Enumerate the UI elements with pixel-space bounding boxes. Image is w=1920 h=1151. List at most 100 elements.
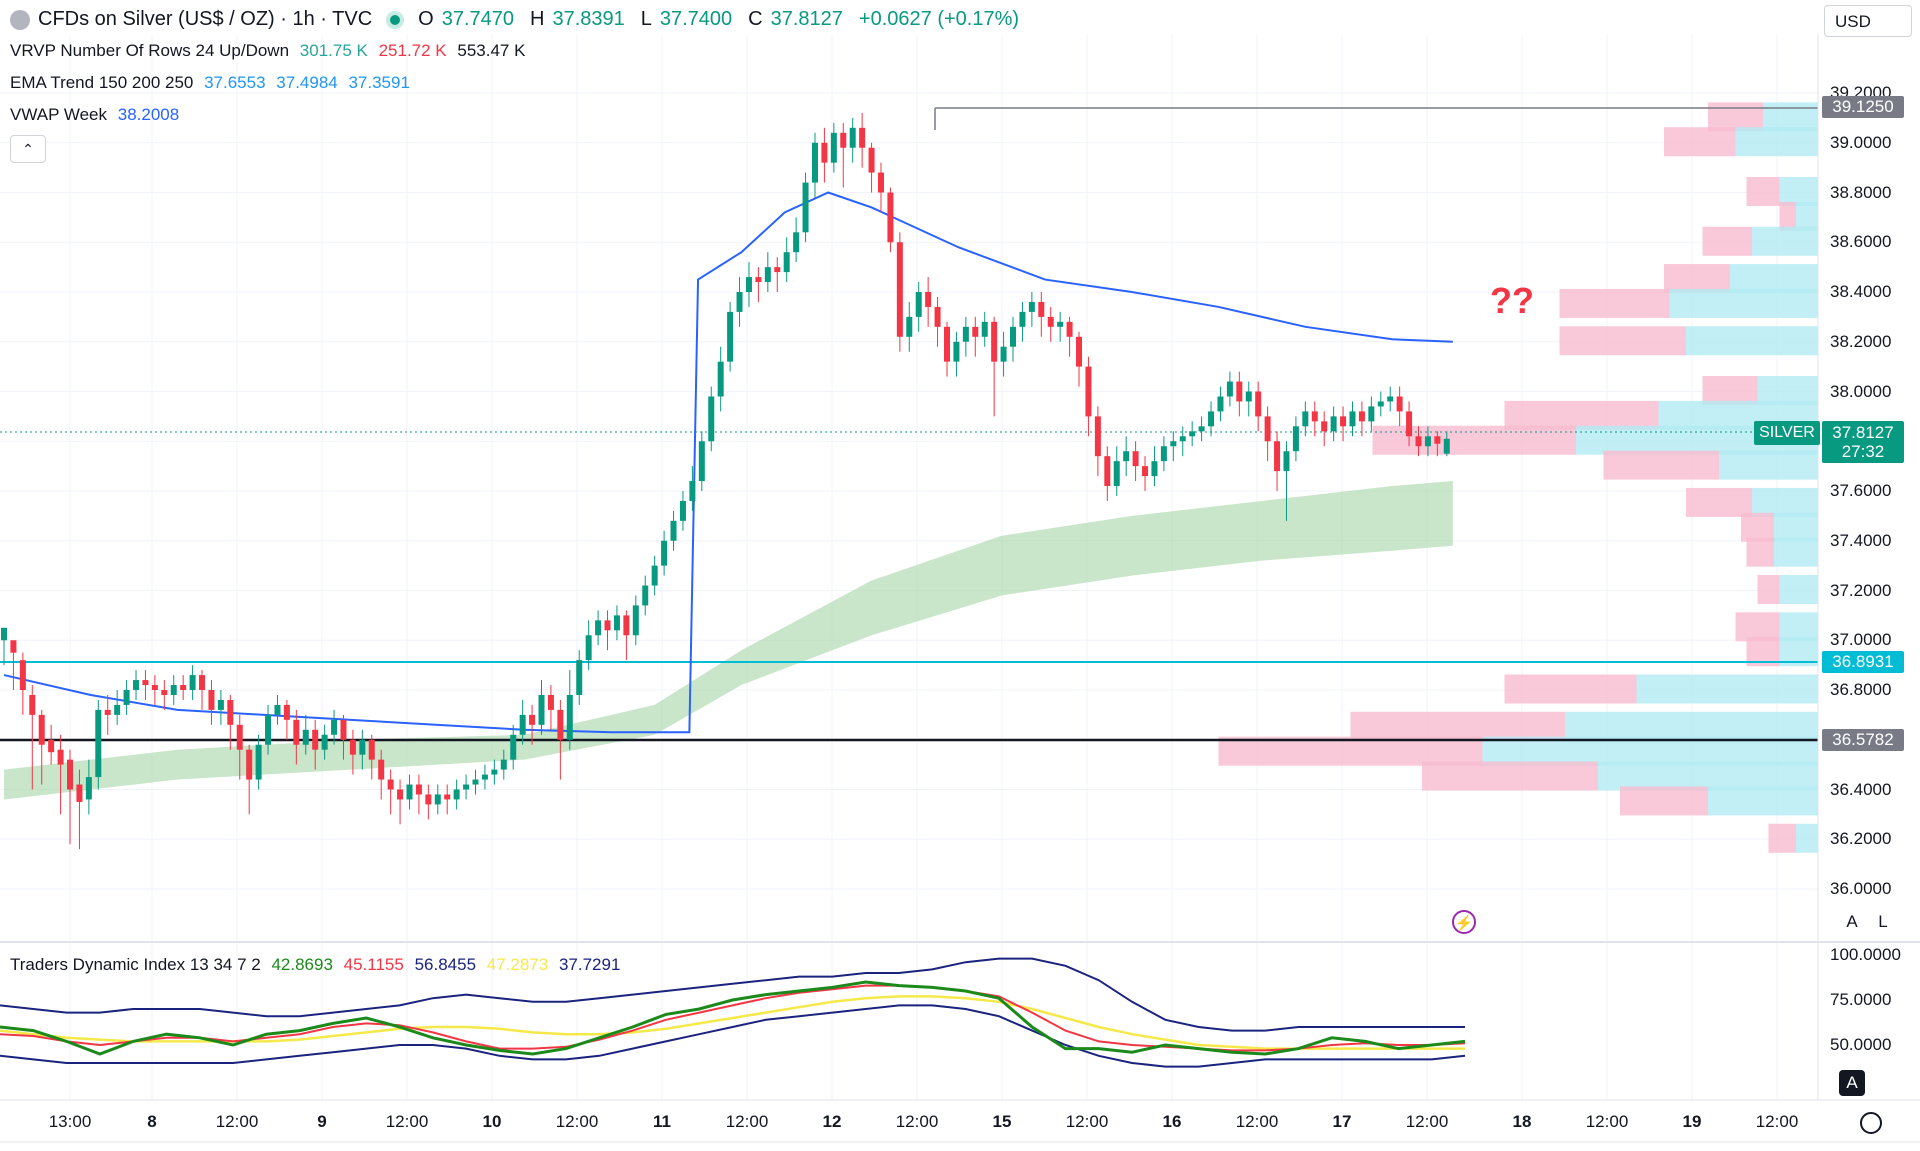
profile-bar-down [1702, 226, 1752, 256]
profile-bar-down [1218, 736, 1483, 766]
time-axis-label: 12:00 [895, 1112, 939, 1131]
profile-bar-up [1779, 177, 1818, 206]
profile-bar-down [1504, 400, 1659, 430]
ema-cloud-fill [4, 481, 1453, 800]
candle-body [349, 739, 356, 755]
candle-body [1208, 411, 1215, 427]
candle-body [368, 739, 375, 760]
profile-bar-down [1735, 612, 1780, 642]
candle-body [1000, 346, 1007, 362]
profile-bar-up [1763, 102, 1818, 132]
legend-tdi[interactable]: Traders Dynamic Index 13 34 7 2 42.8693 … [10, 955, 626, 975]
candle-body [1057, 321, 1064, 327]
candle-body [491, 769, 498, 775]
collapse-legend-button[interactable]: ⌃ [10, 135, 46, 163]
candle-body [595, 620, 602, 636]
price-axis-label: 38.8000 [1830, 182, 1892, 202]
candle-body [151, 685, 158, 690]
tdi-name: Traders Dynamic Index 13 34 7 2 [10, 955, 261, 974]
profile-bar-up [1735, 127, 1818, 157]
candle-body [1132, 451, 1139, 467]
log-scale-button[interactable]: L [1878, 912, 1888, 931]
candle-body [849, 127, 856, 148]
candle-body [359, 739, 366, 755]
tdi-axis-label: 50.0000 [1830, 1035, 1892, 1054]
candle-body [840, 132, 847, 148]
profile-bar-down [1559, 288, 1670, 318]
price-axis-label: 37.0000 [1830, 630, 1892, 650]
symbol-title[interactable]: CFDs on Silver (US$ / OZ) · 1h · TVC [38, 8, 373, 30]
market-status-icon [390, 14, 401, 25]
candle-body [1358, 411, 1365, 422]
candle-body [114, 704, 121, 715]
pane-separators [0, 35, 1920, 1143]
candle-body [1179, 436, 1186, 442]
candle-body [1170, 441, 1177, 447]
profile-bar-down [1664, 264, 1730, 294]
legend-vwap[interactable]: VWAP Week 38.2008 [10, 105, 185, 125]
vwap-value: 38.2008 [117, 105, 180, 124]
candle-body [293, 719, 300, 745]
vwap-name: VWAP Week [10, 105, 107, 124]
price-axis-label: 36.2000 [1830, 829, 1892, 849]
candle-body [48, 739, 55, 753]
candle-body [1189, 431, 1196, 437]
candle-body [934, 306, 941, 327]
ohlc-h-label: H [530, 8, 545, 30]
time-axis-label: 12:00 [1405, 1112, 1449, 1131]
time-axis-label: 18 [1512, 1112, 1532, 1131]
profile-bar-up [1779, 612, 1818, 642]
symbol-icon [10, 9, 30, 30]
candle-body [1198, 426, 1205, 432]
candle-body [906, 316, 913, 337]
candle-body [859, 127, 866, 148]
candle-body [1264, 416, 1271, 442]
candle-body [217, 699, 224, 710]
ohlc-l-label: L [640, 8, 652, 30]
candle-body [1387, 396, 1394, 402]
auto-scale-button[interactable]: A [1846, 912, 1858, 931]
candle-body [604, 620, 611, 631]
candle-body [538, 694, 545, 725]
candle-body [698, 441, 705, 482]
candle-body [1151, 461, 1158, 477]
profile-bar-up [1752, 487, 1818, 517]
profile-bar-down [1350, 711, 1565, 741]
price-axis-label: 38.4000 [1830, 282, 1892, 301]
vwap-path [3, 191, 1453, 734]
vrvp-up: 301.75 K [299, 41, 368, 60]
candle-body [708, 396, 715, 442]
symbol-tag: SILVER [1754, 421, 1820, 445]
ohlc-c-label: C [748, 8, 763, 30]
chart-grid [0, 35, 1818, 1100]
ohlc-o-label: O [418, 8, 434, 30]
time-axis-label: 12:00 [1065, 1112, 1109, 1131]
currency-select[interactable]: USD [1824, 5, 1912, 37]
candle-body [1123, 451, 1130, 462]
lightning-icon[interactable]: ⚡ [1452, 910, 1476, 934]
candle-body [991, 321, 998, 362]
question-annotation[interactable]: ?? [1490, 280, 1534, 321]
legend-ema[interactable]: EMA Trend 150 200 250 37.6553 37.4984 37… [10, 73, 416, 93]
candle-body [745, 277, 752, 292]
candle-body [331, 719, 338, 735]
legend-vrvp[interactable]: VRVP Number Of Rows 24 Up/Down 301.75 K … [10, 41, 531, 61]
candle-body [915, 292, 922, 317]
candle-body [133, 680, 140, 690]
price-change: +0.0627 (+0.17%) [858, 8, 1020, 30]
candle-body [255, 744, 262, 780]
candle-body [1245, 391, 1252, 402]
settings-gear-icon[interactable] [1860, 1112, 1882, 1134]
candle-body [651, 565, 658, 586]
tdi-upper-band [0, 957, 1465, 1032]
tdi-auto-scale-button[interactable]: A [1839, 1070, 1865, 1096]
candle-body [783, 252, 790, 273]
profile-bar-up [1708, 786, 1818, 816]
price-axis-label: 38.2000 [1830, 331, 1892, 351]
price-axis-label: 37.4000 [1830, 530, 1892, 550]
candle-body [585, 635, 592, 661]
candle-body [170, 685, 177, 695]
profile-bar-down [1741, 512, 1774, 542]
profile-bar-down [1746, 177, 1780, 206]
